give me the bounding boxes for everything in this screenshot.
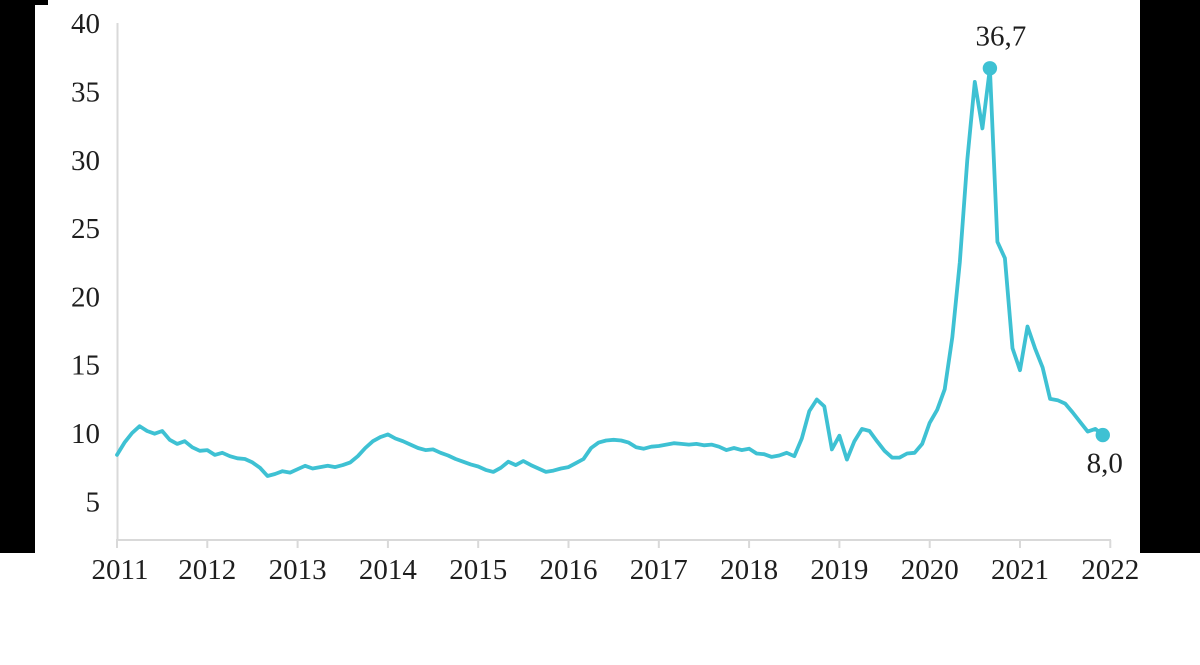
y-tick-label: 5 xyxy=(86,486,101,518)
peak-value-label: 36,7 xyxy=(975,20,1027,53)
y-tick-label: 15 xyxy=(71,350,100,382)
y-tick-label: 25 xyxy=(71,213,100,245)
x-tick-label: 2012 xyxy=(178,554,236,586)
letterbox-left-bar xyxy=(0,0,35,553)
x-tick-label: 2014 xyxy=(359,554,418,586)
last-value-label: 8,0 xyxy=(1086,447,1123,480)
x-tick-label: 2021 xyxy=(991,554,1049,586)
x-tick-label: 2022 xyxy=(1081,554,1139,586)
x-tick-label: 2018 xyxy=(720,554,778,586)
x-tick-label: 2013 xyxy=(269,554,327,586)
y-tick-label: 20 xyxy=(71,281,100,313)
letterbox-top-notch xyxy=(35,0,48,5)
letterbox-right-bar xyxy=(1140,0,1200,553)
y-tick-label: 40 xyxy=(71,8,100,40)
x-tick-label: 2017 xyxy=(630,554,688,586)
y-tick-label: 30 xyxy=(71,145,100,177)
x-tick-label: 2011 xyxy=(92,554,149,586)
x-tick-label: 2015 xyxy=(449,554,507,586)
x-tick-label: 2019 xyxy=(810,554,868,586)
x-tick-label: 2016 xyxy=(540,554,598,586)
y-tick-label: 10 xyxy=(71,418,100,450)
y-tick-label: 35 xyxy=(71,77,100,109)
x-tick-label: 2020 xyxy=(901,554,959,586)
data-point-marker xyxy=(1095,427,1110,443)
data-line xyxy=(115,66,1105,478)
data-point-marker xyxy=(982,61,998,76)
